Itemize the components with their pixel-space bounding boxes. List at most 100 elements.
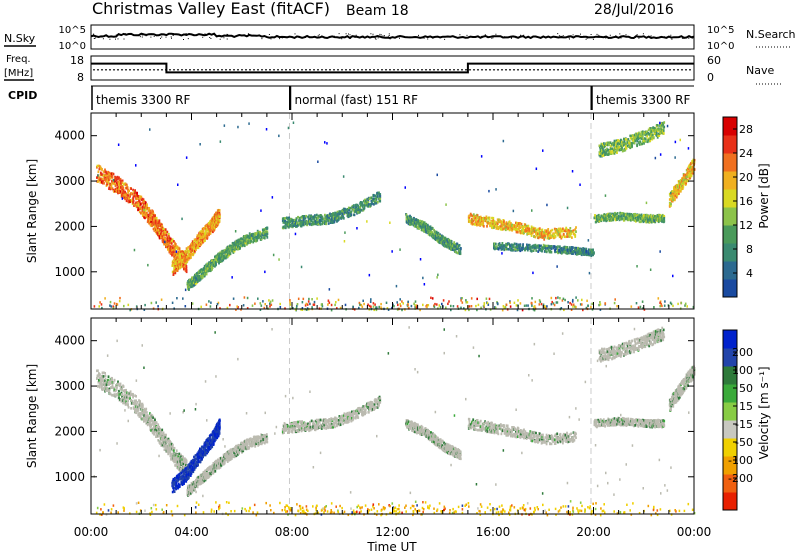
ground-scatter-cell	[328, 301, 331, 304]
ground-scatter-cell	[447, 302, 449, 305]
echo-cell	[100, 178, 102, 182]
echo-cell	[631, 145, 633, 148]
ground-scatter-cell	[226, 306, 229, 310]
ground-scatter-cell	[306, 308, 308, 311]
echo-cell	[193, 284, 196, 287]
cpid-label: CPID	[8, 89, 37, 102]
echo-cell	[212, 226, 215, 230]
ground-scatter-cell	[657, 297, 660, 300]
echo-cell	[232, 241, 234, 245]
echo-cell	[488, 218, 491, 221]
ground-scatter-cell	[557, 296, 559, 299]
echo-cell	[545, 230, 548, 233]
echo-cell	[124, 194, 126, 197]
ground-scatter-cell	[330, 309, 333, 312]
ground-scatter-cell	[144, 303, 146, 307]
echo-cell	[105, 180, 108, 183]
echo-cell	[177, 246, 180, 250]
ground-scatter-cell	[269, 302, 271, 305]
echo-cell	[194, 250, 196, 253]
echo-cell	[193, 238, 196, 241]
ground-scatter-cell	[519, 302, 522, 305]
echo-cell	[137, 208, 140, 211]
echo-cell	[189, 278, 191, 282]
echo-cell	[143, 204, 146, 208]
ground-scatter-cell	[468, 308, 470, 312]
echo-cell	[190, 283, 193, 287]
echo-cell	[616, 212, 619, 215]
echo-cell	[513, 242, 516, 246]
echo-cell	[199, 236, 202, 240]
echo-cell	[154, 217, 157, 220]
ground-scatter-cell	[401, 308, 403, 312]
ground-scatter-cell	[263, 306, 266, 310]
ground-scatter-cell	[461, 297, 463, 300]
echo-cell	[206, 262, 209, 266]
ground-scatter-cell	[262, 300, 264, 303]
echo-cell	[176, 247, 179, 251]
echo-cell	[175, 265, 178, 269]
echo-cell	[182, 252, 185, 256]
echo-cell	[218, 211, 221, 215]
echo-cell	[132, 199, 135, 203]
echo-cell	[152, 227, 155, 231]
echo-cell	[150, 211, 153, 215]
ground-scatter-cell	[123, 304, 125, 308]
echo-cell	[99, 173, 102, 177]
ground-scatter-cell	[483, 302, 486, 305]
echo-cell	[150, 216, 153, 219]
echo-cell	[167, 232, 170, 236]
echo-cell	[178, 261, 181, 264]
ground-scatter-cell	[439, 305, 442, 309]
echo-cell	[592, 251, 595, 254]
echo-cell	[250, 239, 253, 243]
ground-scatter-cell	[279, 306, 282, 309]
echo-cell	[266, 226, 269, 230]
ground-scatter-cell	[370, 298, 372, 301]
echo-cell	[112, 188, 115, 192]
ground-scatter-cell	[480, 306, 482, 309]
echo-cell	[185, 261, 187, 265]
echo-cell	[204, 225, 207, 228]
echo-cell	[116, 181, 118, 185]
echo-cell	[418, 227, 420, 230]
echo-cell	[301, 215, 304, 218]
echo-cell	[148, 207, 151, 210]
ground-scatter-cell	[513, 301, 516, 304]
echo-cell	[258, 235, 261, 239]
echo-cell	[254, 232, 257, 235]
ground-scatter-cell	[552, 302, 555, 305]
echo-cell	[120, 179, 122, 183]
echo-cell	[191, 240, 194, 243]
ground-scatter-cell	[460, 297, 462, 300]
ground-scatter-cell	[590, 305, 592, 309]
ground-scatter-cell	[487, 303, 490, 306]
echo-cell	[139, 204, 141, 207]
echo-cell	[98, 179, 100, 182]
freq-tick-top: 18	[70, 54, 84, 67]
ground-scatter-cell	[581, 303, 583, 306]
nsearch-tick-top: 10^5	[707, 25, 734, 36]
echo-cell	[120, 188, 123, 191]
freq-tick-bottom: 8	[77, 71, 84, 84]
echo-cell	[121, 179, 124, 183]
ground-scatter-cell	[268, 299, 270, 302]
echo-cell	[167, 243, 170, 246]
echo-cell	[259, 234, 262, 238]
echo-cell	[98, 167, 101, 171]
ground-scatter-cell	[531, 297, 533, 300]
echo-cell	[127, 194, 129, 197]
echo-cell	[183, 261, 186, 264]
ground-scatter-cell	[118, 299, 121, 303]
ground-scatter-cell	[561, 299, 564, 302]
echo-cell	[597, 213, 600, 217]
ground-scatter-cell	[243, 296, 246, 299]
echo-cell	[241, 243, 244, 247]
echo-cell	[567, 228, 570, 232]
echo-cell	[482, 220, 485, 223]
ground-scatter-cell	[509, 305, 512, 308]
echo-cell	[566, 246, 569, 249]
ground-scatter-cell	[419, 308, 421, 312]
echo-cell	[253, 239, 256, 243]
echo-cell	[105, 171, 108, 175]
